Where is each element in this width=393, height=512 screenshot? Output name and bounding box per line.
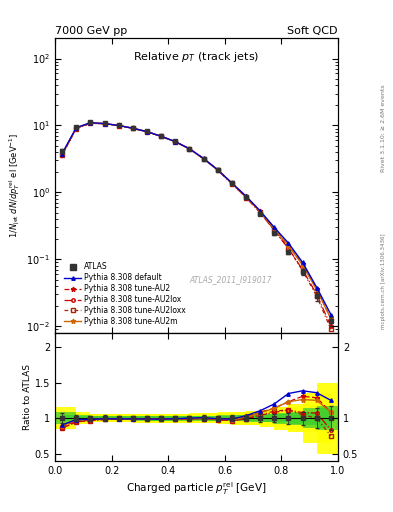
Text: Relative $p_T$ (track jets): Relative $p_T$ (track jets) <box>133 50 260 64</box>
Text: 7000 GeV pp: 7000 GeV pp <box>55 26 127 36</box>
X-axis label: Charged particle $p_{T}^{\rm rel}$ [GeV]: Charged particle $p_{T}^{\rm rel}$ [GeV] <box>126 480 267 497</box>
Y-axis label: $1/N_{\rm jet}\ dN/dp_T^{\rm rel}\ {\rm el\ [GeV^{-1}]}$: $1/N_{\rm jet}\ dN/dp_T^{\rm rel}\ {\rm … <box>7 133 22 238</box>
Text: Rivet 3.1.10; ≥ 2.6M events: Rivet 3.1.10; ≥ 2.6M events <box>381 84 386 172</box>
Text: mcplots.cern.ch [arXiv:1306.3436]: mcplots.cern.ch [arXiv:1306.3436] <box>381 234 386 329</box>
Text: Soft QCD: Soft QCD <box>288 26 338 36</box>
Legend: ATLAS, Pythia 8.308 default, Pythia 8.308 tune-AU2, Pythia 8.308 tune-AU2lox, Py: ATLAS, Pythia 8.308 default, Pythia 8.30… <box>64 263 186 326</box>
Y-axis label: Ratio to ATLAS: Ratio to ATLAS <box>23 364 32 430</box>
Text: ATLAS_2011_I919017: ATLAS_2011_I919017 <box>189 275 272 284</box>
